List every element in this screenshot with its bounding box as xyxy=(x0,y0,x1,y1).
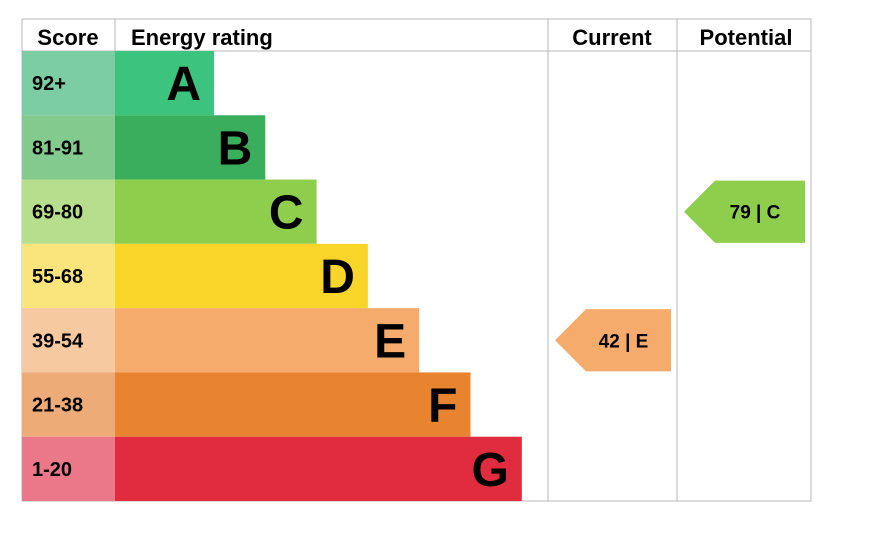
rating-bar-b xyxy=(115,115,266,180)
band-f: 21-38 F xyxy=(22,372,471,437)
potential-value-label: 79 | C xyxy=(730,203,781,224)
score-range-label: 1-20 xyxy=(32,459,72,481)
score-cell-g xyxy=(22,436,115,501)
rating-bar-c xyxy=(115,179,317,244)
band-e: 39-54 E xyxy=(22,308,420,373)
score-cell-b xyxy=(22,115,115,180)
rating-bands: 92+ A 81-91 B 69-80 C 55-68 D 39-54 E 21-38 F 1-20 G xyxy=(22,51,522,501)
band-c: 69-80 C xyxy=(22,179,317,244)
score-range-label: 81-91 xyxy=(32,137,83,159)
potential-indicator: 79 | C xyxy=(684,180,805,243)
band-d: 55-68 D xyxy=(22,243,368,309)
score-range-label: 39-54 xyxy=(32,330,84,352)
current-indicator: 42 | E xyxy=(555,309,671,372)
rating-bar-f xyxy=(115,372,471,437)
score-cell-a xyxy=(22,51,115,116)
score-cell-e xyxy=(22,308,115,373)
header-score: Score xyxy=(37,25,98,50)
rating-bar-g xyxy=(115,436,522,501)
rating-letter: D xyxy=(320,251,355,304)
current-value-label: 42 | E xyxy=(599,331,649,352)
header-energy-rating: Energy rating xyxy=(131,25,273,50)
score-cell-f xyxy=(22,372,115,437)
potential-arrow xyxy=(684,180,805,243)
rating-letter: C xyxy=(269,187,304,240)
rating-bar-a xyxy=(115,51,214,116)
header-current: Current xyxy=(572,25,652,50)
score-range-label: 21-38 xyxy=(32,395,83,417)
current-arrow xyxy=(555,309,671,372)
rating-letter: F xyxy=(428,380,457,433)
band-a: 92+ A xyxy=(22,51,214,116)
header-row: Score Energy rating Current Potential xyxy=(37,25,792,50)
rating-letter: A xyxy=(166,58,201,111)
rating-bar-d xyxy=(115,243,368,309)
rating-bar-e xyxy=(115,308,420,373)
score-cell-c xyxy=(22,179,115,244)
rating-letter: B xyxy=(218,122,253,175)
score-range-label: 69-80 xyxy=(32,202,83,224)
band-g: 1-20 G xyxy=(22,436,522,501)
rating-letter: G xyxy=(471,444,508,497)
score-range-label: 55-68 xyxy=(32,266,83,288)
header-potential: Potential xyxy=(700,25,793,50)
band-b: 81-91 B xyxy=(22,115,266,180)
score-range-label: 92+ xyxy=(32,73,66,95)
rating-indicators: 42 | E 79 | C xyxy=(555,180,805,372)
rating-letter: E xyxy=(374,315,406,368)
score-cell-d xyxy=(22,243,115,309)
